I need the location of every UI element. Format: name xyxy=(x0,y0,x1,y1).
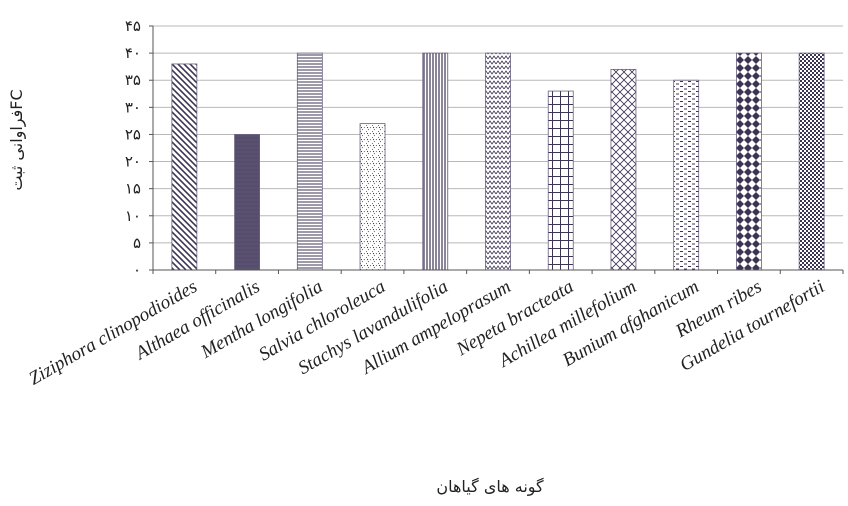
bar xyxy=(673,79,700,271)
y-tick-label: ۴۵ xyxy=(125,17,141,35)
y-tick-label: ۵ xyxy=(133,234,141,252)
y-tick-label: ۴۰ xyxy=(125,44,141,62)
y-tick-label: ۰ xyxy=(133,261,141,279)
y-tick-label: ۳۰ xyxy=(125,98,141,116)
bars xyxy=(171,52,825,271)
bar xyxy=(798,52,825,271)
bar xyxy=(547,90,574,271)
y-tick-label: ۱۰ xyxy=(125,207,141,225)
bar xyxy=(736,52,762,271)
bar xyxy=(171,63,198,271)
axes xyxy=(152,26,843,271)
x-axis-title: گونه های گیاهان xyxy=(436,477,544,497)
bar xyxy=(359,123,386,271)
bar xyxy=(485,52,511,271)
y-tick-label: ۳۵ xyxy=(125,71,141,89)
bar xyxy=(422,52,449,271)
bar xyxy=(234,134,260,271)
y-tick-label: ۱۵ xyxy=(125,180,141,198)
y-axis-ticks: ۰ ۵ ۱۰ ۱۵ ۲۰ ۲۵ ۳۰ ۳۵ ۴۰ ۴۵ xyxy=(125,17,153,279)
bar xyxy=(610,68,637,271)
y-tick-label: ۲۰ xyxy=(125,153,141,171)
y-tick-label: ۲۵ xyxy=(125,125,141,143)
y-axis-title: فراوانی ثبتFC xyxy=(7,89,27,190)
bar xyxy=(296,52,323,271)
